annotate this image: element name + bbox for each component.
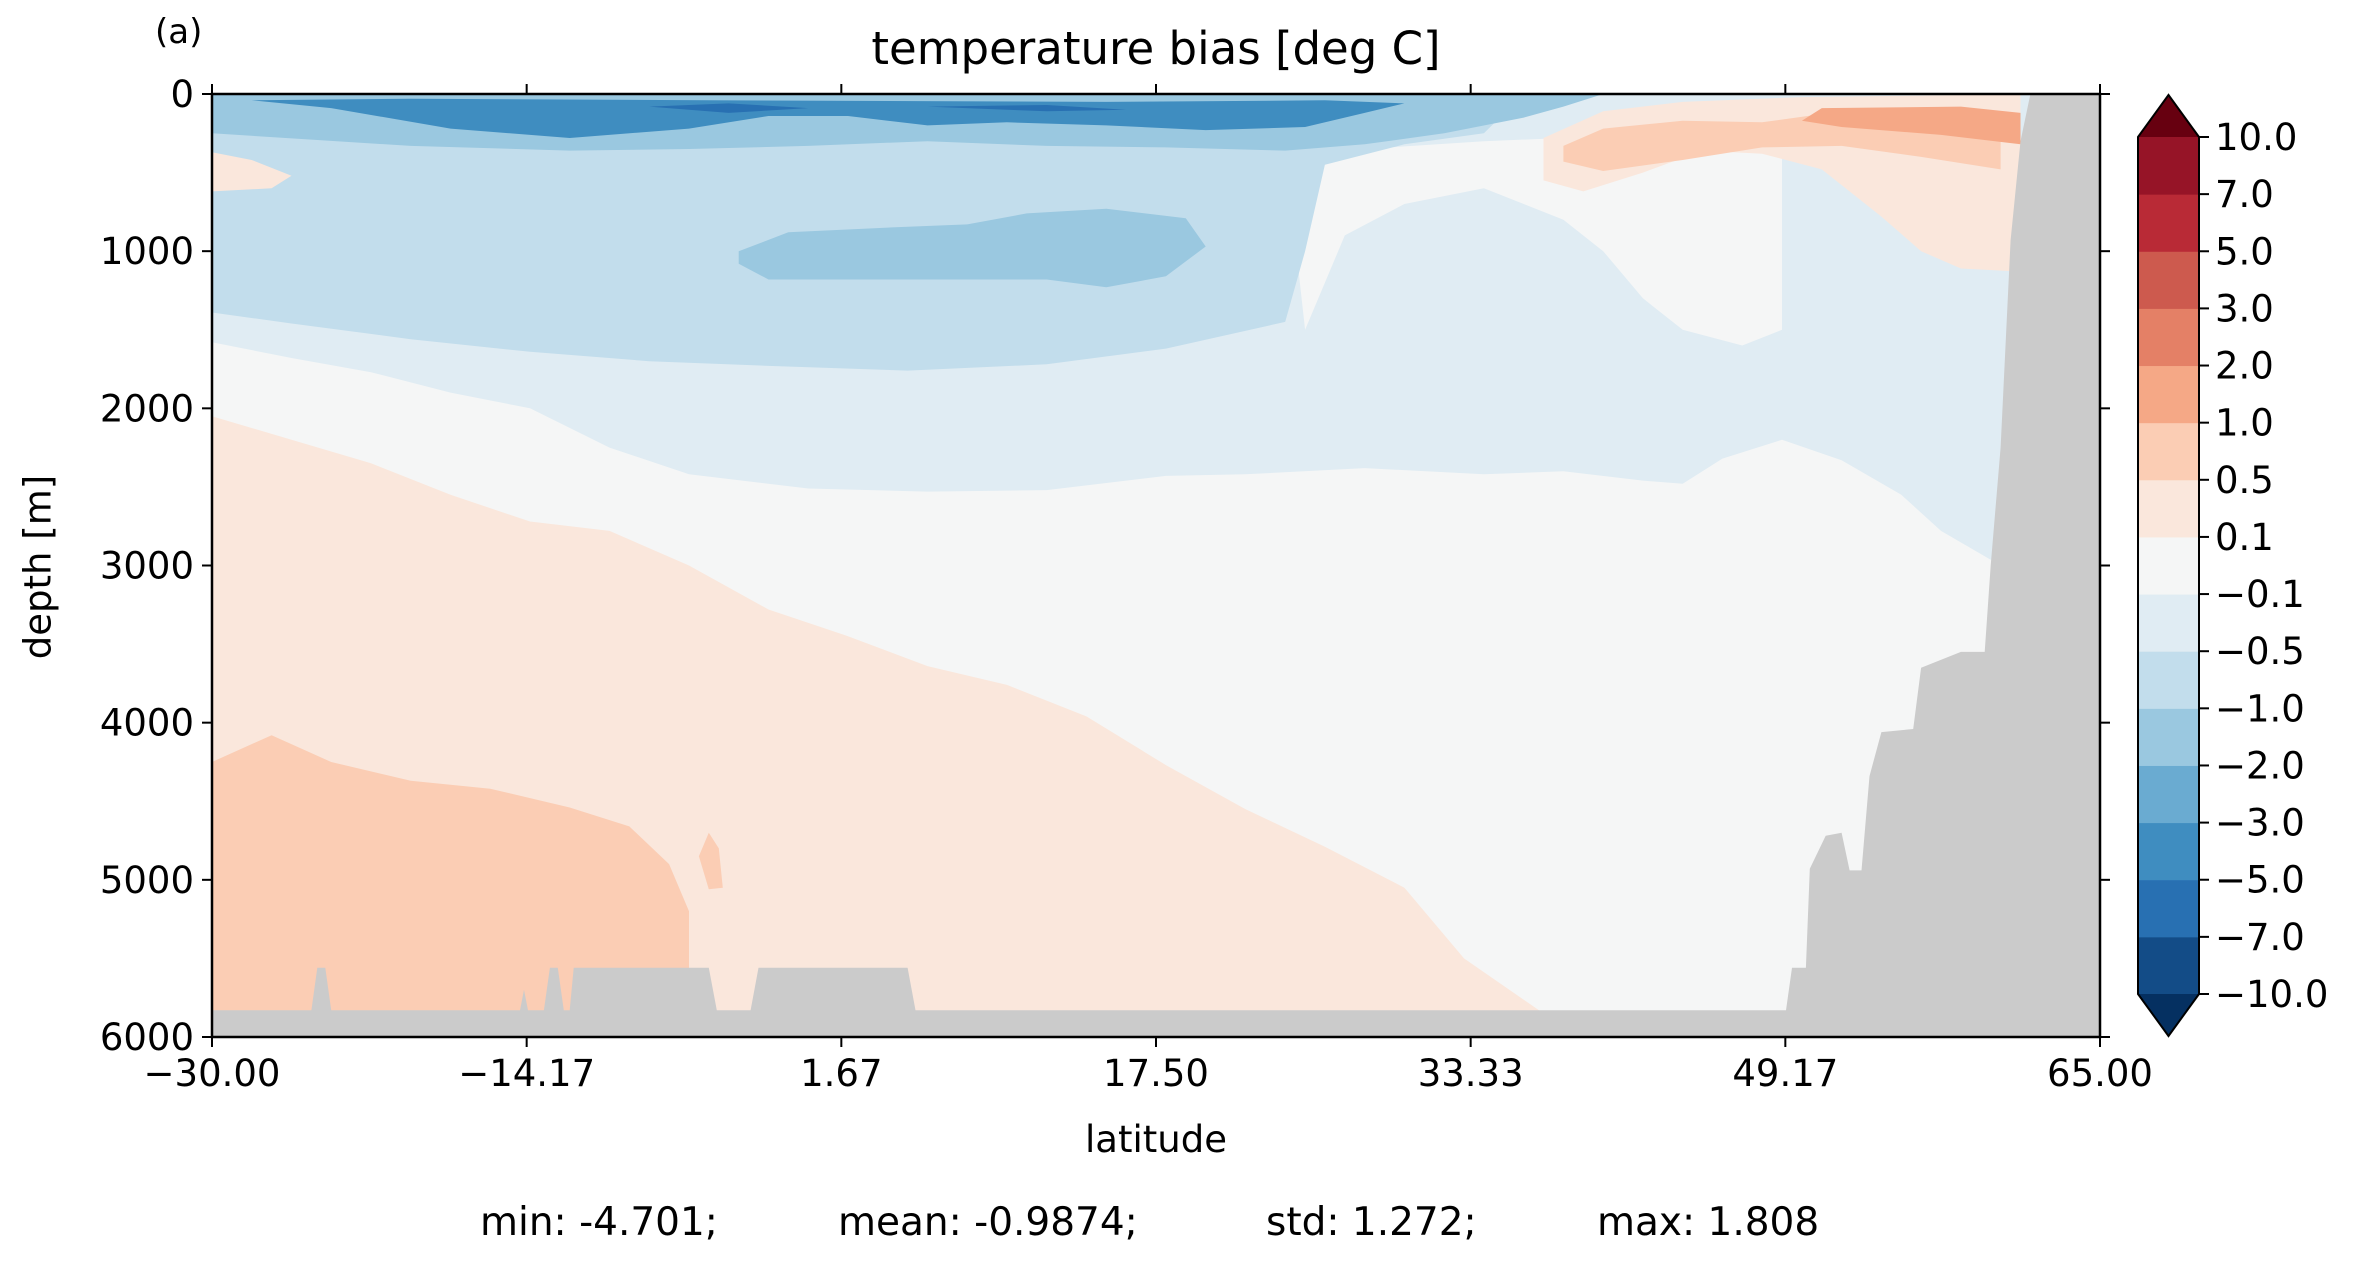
colorbar-tick-label: 0.1 xyxy=(2215,516,2274,559)
y-tick-label: 3000 xyxy=(100,545,194,588)
region-cold-surface-deep-2 xyxy=(927,105,1127,112)
region-cold-lens xyxy=(738,208,1206,288)
colorbar-segment xyxy=(2138,251,2199,309)
colorbar-tick-label: 5.0 xyxy=(2215,230,2274,273)
colorbar: −10.0 −7.0 −5.0 −3.0 −2.0 −1.0 −0.5 −0.1 0.1 0.5 1… xyxy=(2137,93,2328,1038)
x-tick-label: −30.00 xyxy=(144,1052,281,1095)
region-cold-surface-deep xyxy=(649,103,809,113)
colorbar-segment xyxy=(2138,536,2199,595)
x-tick-label: 17.50 xyxy=(1103,1052,1209,1095)
stat-mean: mean: -0.9874; xyxy=(838,1200,1138,1245)
colorbar-segment xyxy=(2138,879,2199,938)
colorbar-tick-label: 1.0 xyxy=(2215,402,2274,445)
x-tick-label: −14.17 xyxy=(458,1052,595,1095)
stat-std: std: 1.272; xyxy=(1266,1200,1477,1245)
colorbar-segment xyxy=(2138,194,2199,252)
bias-field xyxy=(212,94,2100,1037)
colorbar-tick-label: −1.0 xyxy=(2215,687,2305,730)
y-tick-label: 2000 xyxy=(100,387,194,430)
colorbar-extend-max xyxy=(2138,95,2199,137)
region-warm-spot xyxy=(698,832,723,890)
colorbar-segment xyxy=(2138,479,2199,538)
axis-ticks: −30.00 −14.17 1.67 17.50 33.33 49.17 65.00 0 100… xyxy=(100,73,2153,1095)
colorbar-segment xyxy=(2138,308,2199,367)
y-tick-label: 4000 xyxy=(100,702,194,745)
land-mask xyxy=(212,94,2100,1037)
colorbar-tick-label: −7.0 xyxy=(2215,916,2305,959)
colorbar-segment xyxy=(2138,651,2199,709)
y-tick-label: 6000 xyxy=(100,1016,194,1059)
colorbar-tick-label: −0.5 xyxy=(2215,630,2305,673)
colorbar-tick-label: −10.0 xyxy=(2215,973,2328,1016)
colorbar-tick-label: 10.0 xyxy=(2215,116,2297,159)
colorbar-segment xyxy=(2138,137,2199,195)
colorbar-segment xyxy=(2138,708,2199,766)
colorbar-tick-label: −2.0 xyxy=(2215,744,2305,787)
y-tick-label: 5000 xyxy=(100,859,194,902)
colorbar-segment xyxy=(2138,765,2199,824)
stat-max: max: 1.808 xyxy=(1597,1200,1820,1245)
x-tick-label: 65.00 xyxy=(2047,1052,2153,1095)
colorbar-segment xyxy=(2138,822,2199,881)
y-axis-label: depth [m] xyxy=(16,474,60,660)
colorbar-tick-label: 0.5 xyxy=(2215,459,2274,502)
panel-label: (a) xyxy=(155,12,203,52)
x-tick-label: 33.33 xyxy=(1418,1052,1524,1095)
region-cold-surface-core xyxy=(251,98,1405,138)
chart-title: temperature bias [deg C] xyxy=(871,22,1441,75)
colorbar-segment xyxy=(2138,422,2199,481)
colorbar-tick-label: 7.0 xyxy=(2215,173,2274,216)
colorbar-tick-label: −0.1 xyxy=(2215,573,2305,616)
region-northern-neutral xyxy=(1285,136,1782,346)
region-northern-warm-max xyxy=(1801,106,2021,145)
colorbar-segment xyxy=(2138,594,2199,652)
colorbar-tick-label: 2.0 xyxy=(2215,345,2274,388)
colorbar-segment xyxy=(2138,365,2199,424)
colorbar-tick-label: −3.0 xyxy=(2215,802,2305,845)
x-axis-label: latitude xyxy=(1085,1118,1227,1161)
colorbar-tick-label: −5.0 xyxy=(2215,859,2305,902)
colorbar-segment xyxy=(2138,936,2199,995)
region-deep-warm-core xyxy=(212,735,689,1014)
colorbar-extend-min xyxy=(2138,994,2199,1036)
land-polygon xyxy=(212,94,2100,1037)
colorbar-tick-label: 3.0 xyxy=(2215,287,2274,330)
stat-min: min: -4.701; xyxy=(480,1200,718,1245)
x-tick-label: 1.67 xyxy=(800,1052,882,1095)
y-tick-label: 0 xyxy=(170,73,194,116)
y-tick-label: 1000 xyxy=(100,230,194,273)
x-tick-label: 49.17 xyxy=(1732,1052,1838,1095)
region-southern-warm-pocket xyxy=(212,152,292,192)
